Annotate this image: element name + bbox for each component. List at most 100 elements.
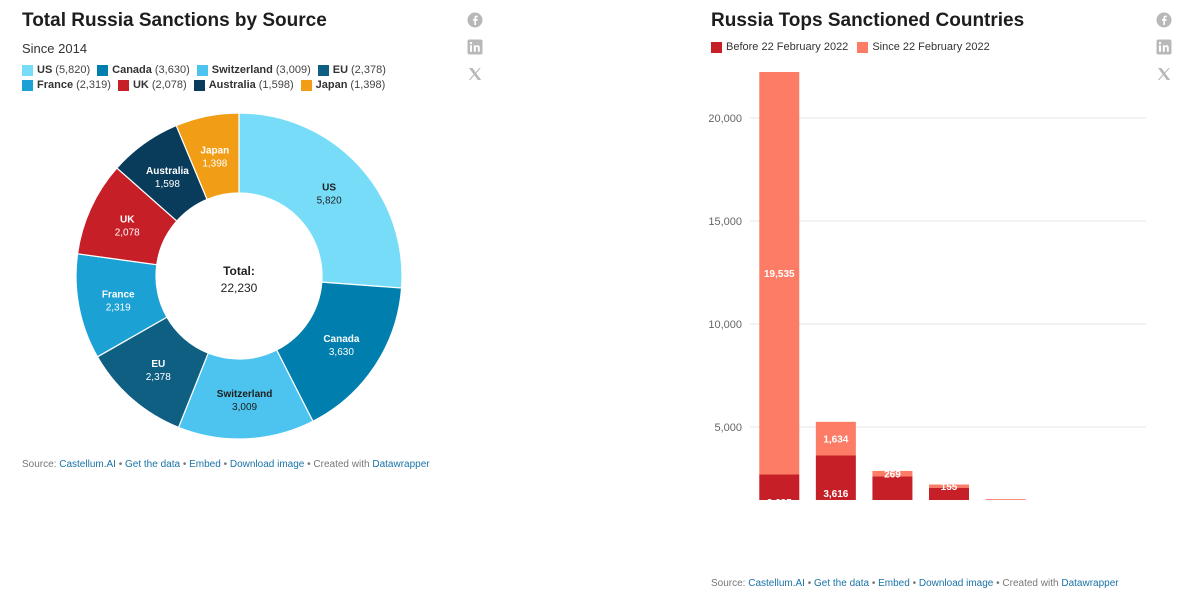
slice-label: France	[102, 289, 135, 300]
legend-value: (2,378)	[351, 64, 386, 76]
legend-swatch-us	[22, 64, 33, 76]
legend-label: US	[37, 64, 53, 76]
y-tick-label: 10,000	[708, 319, 742, 331]
bar-since-syria	[872, 470, 913, 477]
stacked-bar-chart: 5,000 10,000 15,000 20,000 2,695 19,535 3,616…	[708, 72, 1146, 500]
bar-since-belarus	[985, 499, 1026, 500]
legend-swatch-japan	[300, 79, 312, 91]
datawrapper-link[interactable]: Datawrapper	[372, 459, 430, 470]
slice-label: Japan	[200, 145, 229, 156]
created-with-text: • Created with	[993, 578, 1062, 589]
donut-chart-title: Total Russia Sanctions by Source	[22, 10, 327, 31]
bar-legend: Before 22 February 2022 Since 22 Februar…	[711, 41, 990, 53]
embed-link[interactable]: Embed	[189, 459, 221, 470]
bar-since-russia	[759, 72, 800, 475]
bar-since-iran	[815, 421, 856, 456]
datawrapper-link[interactable]: Datawrapper	[1061, 578, 1119, 589]
slice-value: 2,378	[146, 372, 171, 383]
legend-item-switzerland: Switzerland (3,009)	[196, 64, 311, 76]
legend-label-before: Before 22 February 2022	[726, 41, 849, 53]
social-share-right	[1156, 12, 1172, 93]
source-separator: •	[180, 459, 190, 470]
x-icon[interactable]	[467, 66, 483, 82]
legend-value: (2,078)	[151, 79, 187, 91]
slice-value: 3,009	[232, 402, 257, 413]
legend-label: Switzerland	[211, 64, 273, 76]
bar-value-label: 2,598	[880, 499, 905, 500]
y-tick-label: 20,000	[708, 113, 742, 125]
source-separator: •	[909, 578, 919, 589]
legend-item-australia: Australia (1,598)	[193, 79, 294, 91]
slice-label: US	[322, 182, 336, 193]
donut-center-label: Total:	[223, 264, 255, 278]
legend-label-since: Since 22 February 2022	[872, 41, 990, 53]
slice-label: Australia	[146, 166, 189, 177]
legend-value: (3,630)	[154, 64, 190, 76]
donut-chart-panel: Total Russia Sanctions by Source Since 2…	[22, 10, 483, 470]
slice-label: Switzerland	[217, 389, 273, 400]
slice-value: 1,598	[155, 179, 180, 190]
get-data-link[interactable]: Get the data	[125, 459, 181, 470]
slice-value: 2,078	[115, 228, 140, 239]
slice-label: UK	[120, 215, 135, 226]
legend-swatch-before	[711, 41, 722, 53]
facebook-icon[interactable]	[1156, 12, 1172, 28]
legend-swatch-since	[857, 41, 869, 53]
bar-value-label: 3,616	[823, 489, 848, 500]
source-prefix: Source:	[711, 578, 749, 589]
bar-chart-title: Russia Tops Sanctioned Countries	[711, 10, 1025, 31]
bar-since-north-korea	[929, 484, 969, 488]
source-prefix: Source:	[22, 459, 60, 470]
source-separator: •	[115, 459, 125, 470]
legend-swatch-canada	[97, 64, 109, 76]
slice-label: EU	[151, 359, 165, 370]
bar-value-label: 2,695	[767, 498, 792, 500]
bar-before-syria	[872, 476, 913, 500]
slice-value: 3,630	[329, 347, 354, 358]
legend-swatch-eu	[317, 64, 329, 76]
facebook-icon[interactable]	[467, 12, 483, 28]
embed-link[interactable]: Embed	[878, 578, 910, 589]
legend-value: (1,398)	[350, 79, 386, 91]
social-share-left	[467, 12, 483, 93]
source-separator: •	[220, 459, 230, 470]
get-data-link[interactable]: Get the data	[814, 578, 870, 589]
bar-chart-panel: Russia Tops Sanctioned Countries Before …	[600, 0, 1200, 604]
legend-item-us: US (5,820)	[22, 64, 90, 76]
legend-value: (1,598)	[258, 79, 294, 91]
slice-label: Canada	[323, 334, 360, 345]
legend-swatch-france	[22, 79, 33, 91]
source-line-left: Source: Castellum.AI • Get the data • Em…	[22, 459, 430, 470]
legend-item-japan: Japan (1,398)	[300, 79, 386, 91]
legend-label: Australia	[208, 79, 256, 91]
source-link[interactable]: Castellum.AI	[59, 459, 116, 470]
legend-swatch-australia	[193, 79, 205, 91]
created-with-text: • Created with	[304, 459, 373, 470]
legend-label: EU	[332, 64, 349, 76]
bar-value-label: 1,634	[823, 435, 848, 446]
slice-value: 2,319	[106, 302, 131, 313]
download-image-link[interactable]: Download image	[918, 578, 994, 589]
legend-item-france: France (2,319)	[22, 79, 111, 91]
bar-value-label: 269	[884, 470, 901, 481]
donut-slice-us	[238, 112, 403, 289]
linkedin-icon[interactable]	[467, 39, 483, 55]
bar-before-north-korea	[929, 487, 969, 500]
legend-item-canada: Canada (3,630)	[97, 64, 190, 76]
slice-value: 5,820	[317, 195, 342, 206]
legend-value: (5,820)	[55, 64, 91, 76]
y-tick-label: 15,000	[708, 216, 742, 228]
legend-item-eu: EU (2,378)	[317, 64, 386, 76]
source-link[interactable]: Castellum.AI	[748, 578, 805, 589]
legend-label: Canada	[112, 64, 152, 76]
legend-swatch-switzerland	[196, 64, 208, 76]
donut-legend: US (5,820) Canada (3,630) Switzerland (3,00…	[22, 63, 393, 93]
legend-label: UK	[132, 79, 149, 91]
x-icon[interactable]	[1156, 66, 1172, 82]
legend-label: Japan	[315, 79, 348, 91]
legend-value: (3,009)	[275, 64, 311, 76]
legend-value: (2,319)	[76, 79, 111, 91]
linkedin-icon[interactable]	[1156, 39, 1172, 55]
download-image-link[interactable]: Download image	[229, 459, 305, 470]
donut-chart: US 5,820 Canada 3,630 Switzerland 3,009 EU 2,37…	[75, 112, 403, 440]
